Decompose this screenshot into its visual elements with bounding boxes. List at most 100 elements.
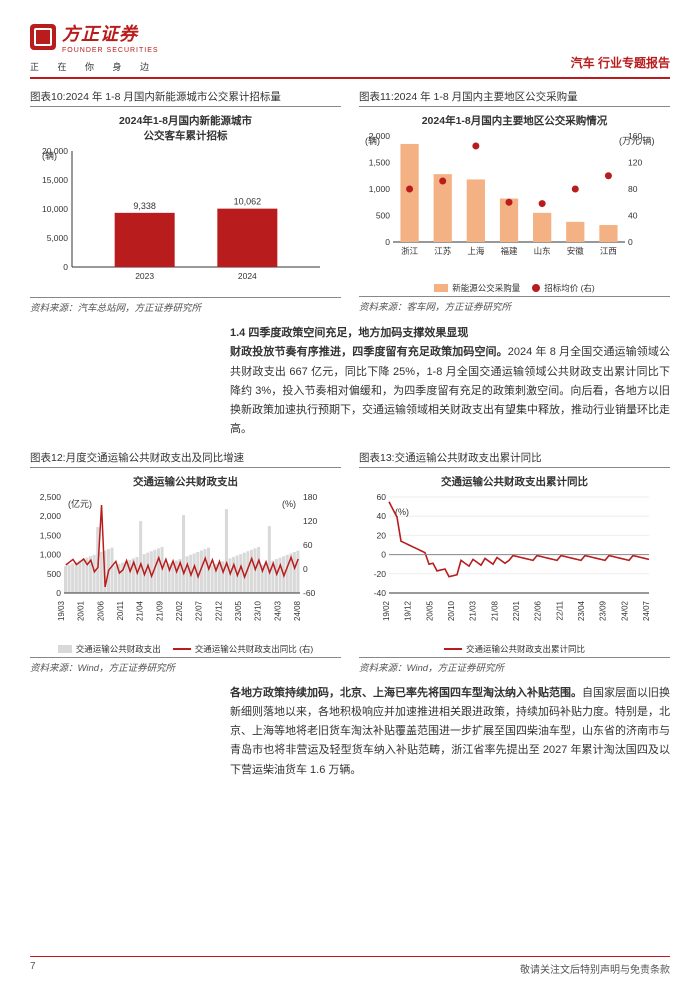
svg-text:23/05: 23/05 <box>234 600 243 621</box>
footer-disclaimer: 敬请关注文后特别声明与免责条款 <box>520 961 670 976</box>
page-header: 方正证券 FOUNDER SECURITIES 正 在 你 身 边 汽车 行业专… <box>30 20 670 73</box>
svg-text:(%): (%) <box>282 499 296 509</box>
chart-13-source: 资料来源：Wind，方正证券研究所 <box>359 657 670 674</box>
svg-text:24/08: 24/08 <box>293 600 302 621</box>
svg-text:19/12: 19/12 <box>404 600 413 621</box>
svg-text:21/08: 21/08 <box>490 600 499 621</box>
section-policy-body: 自国家层面以旧换新细则落地以来，各地积极响应并加速推进相关跟进政策，持续加码补贴… <box>230 687 670 776</box>
chart-11-legend: 新能源公交采购量 招标均价 (右) <box>359 282 670 294</box>
svg-text:0: 0 <box>385 237 390 247</box>
svg-text:9,338: 9,338 <box>133 201 156 211</box>
svg-text:180: 180 <box>303 492 317 502</box>
company-name-cn: 方正证券 <box>62 20 159 46</box>
svg-text:120: 120 <box>303 516 317 526</box>
svg-text:江苏: 江苏 <box>434 246 452 256</box>
company-tagline: 正 在 你 身 边 <box>30 60 159 73</box>
page-footer: 7 敬请关注文后特别声明与免责条款 <box>30 956 670 976</box>
svg-text:5,000: 5,000 <box>47 233 69 243</box>
report-type: 汽车 行业专题报告 <box>571 54 670 71</box>
svg-text:1,000: 1,000 <box>40 549 62 559</box>
svg-text:2,000: 2,000 <box>40 511 62 521</box>
chart-11: 图表11:2024 年 1-8 月国内主要地区公交采购量 2024年1-8月国内… <box>359 89 670 314</box>
chart-13-title: 图表13:交通运输公共财政支出累计同比 <box>359 450 670 468</box>
svg-text:21/09: 21/09 <box>155 600 164 621</box>
svg-text:19/02: 19/02 <box>382 600 391 621</box>
svg-text:-20: -20 <box>374 568 387 578</box>
svg-text:0: 0 <box>381 549 386 559</box>
legend-dot-label: 招标均价 (右) <box>544 282 595 294</box>
svg-text:20/01: 20/01 <box>77 600 86 621</box>
svg-text:1,500: 1,500 <box>40 530 62 540</box>
svg-text:(%): (%) <box>395 507 409 517</box>
svg-text:80: 80 <box>628 184 638 194</box>
chart-11-title: 图表11:2024 年 1-8 月国内主要地区公交采购量 <box>359 89 670 107</box>
chart-12-subtitle: 交通运输公共财政支出 <box>30 474 341 489</box>
svg-text:1,500: 1,500 <box>369 158 391 168</box>
svg-text:500: 500 <box>47 568 61 578</box>
legend-line-label: 交通运输公共财政支出累计同比 <box>466 643 585 655</box>
company-name-en: FOUNDER SECURITIES <box>62 47 159 54</box>
svg-text:0: 0 <box>63 262 68 272</box>
svg-text:120: 120 <box>628 158 642 168</box>
svg-text:15,000: 15,000 <box>42 175 68 185</box>
svg-text:-40: -40 <box>374 588 387 598</box>
svg-text:60: 60 <box>303 540 313 550</box>
svg-text:(辆): (辆) <box>365 135 380 146</box>
svg-text:10,062: 10,062 <box>234 197 262 207</box>
chart-10-title: 图表10:2024 年 1-8 月国内新能源城市公交累计招标量 <box>30 89 341 107</box>
chart-12: 图表12:月度交通运输公共财政支出及同比增速 交通运输公共财政支出 05001,… <box>30 450 341 674</box>
chart-11-subtitle: 2024年1-8月国内主要地区公交采购情况 <box>359 113 670 128</box>
svg-text:安徽: 安徽 <box>567 246 585 256</box>
svg-text:22/06: 22/06 <box>534 600 543 621</box>
chart-10-subtitle: 2024年1-8月国内新能源城市 公交客车累计招标 <box>30 113 341 143</box>
chart-13-subtitle: 交通运输公共财政支出累计同比 <box>359 474 670 489</box>
section-1-4-heading: 1.4 四季度政策空间充足，地方加码支撑效果显现 <box>230 327 468 339</box>
section-policy-bold: 各地方政策持续加码，北京、上海已率先将国四车型淘汰纳入补贴范围。 <box>230 687 582 699</box>
svg-text:山东: 山东 <box>534 246 551 256</box>
svg-text:浙江: 浙江 <box>401 246 419 256</box>
svg-text:20/05: 20/05 <box>425 600 434 621</box>
svg-text:0: 0 <box>303 564 308 574</box>
svg-text:40: 40 <box>628 211 638 221</box>
chart-12-source: 资料来源：Wind，方正证券研究所 <box>30 657 341 674</box>
svg-text:40: 40 <box>377 511 387 521</box>
svg-text:20: 20 <box>377 530 387 540</box>
chart-13-legend: 交通运输公共财政支出累计同比 <box>359 643 670 655</box>
svg-text:19/03: 19/03 <box>57 600 66 621</box>
legend-bar-label: 新能源公交采购量 <box>452 282 520 294</box>
svg-text:0: 0 <box>56 588 61 598</box>
chart-10-source: 资料来源：汽车总站网，方正证券研究所 <box>30 297 341 314</box>
svg-text:(万元/辆): (万元/辆) <box>619 135 655 146</box>
svg-text:(辆): (辆) <box>42 150 57 161</box>
logo-block: 方正证券 FOUNDER SECURITIES 正 在 你 身 边 <box>30 20 159 73</box>
svg-text:20/11: 20/11 <box>116 600 125 620</box>
svg-text:22/01: 22/01 <box>512 600 521 621</box>
svg-text:20/06: 20/06 <box>96 600 105 621</box>
section-1-4: 1.4 四季度政策空间充足，地方加码支撑效果显现 财政投放节奏有序推进，四季度留… <box>30 324 670 440</box>
svg-text:(亿元): (亿元) <box>68 498 92 509</box>
svg-text:22/02: 22/02 <box>175 600 184 621</box>
chart-11-source: 资料来源：客车网，方正证券研究所 <box>359 296 670 313</box>
svg-text:上海: 上海 <box>467 246 485 256</box>
svg-text:福建: 福建 <box>500 246 518 256</box>
chart-12-legend: 交通运输公共财政支出 交通运输公共财政支出同比 (右) <box>30 643 341 655</box>
section-1-4-bold: 财政投放节奏有序推进，四季度留有充足政策加码空间。 <box>230 346 508 358</box>
svg-text:2023: 2023 <box>135 271 154 281</box>
svg-text:23/04: 23/04 <box>577 600 586 621</box>
svg-text:1,000: 1,000 <box>369 184 391 194</box>
svg-text:2024: 2024 <box>238 271 257 281</box>
svg-text:24/03: 24/03 <box>273 600 282 621</box>
svg-text:24/07: 24/07 <box>642 600 651 621</box>
legend-line-label: 交通运输公共财政支出同比 (右) <box>195 643 314 655</box>
logo-icon <box>30 24 56 50</box>
svg-text:22/07: 22/07 <box>195 600 204 621</box>
section-1-4-body: 2024 年 8 月全国交通运输领域公共财政支出 667 亿元，同比下降 25%… <box>230 346 670 435</box>
svg-text:江西: 江西 <box>600 246 617 256</box>
legend-bar-label: 交通运输公共财政支出 <box>76 643 161 655</box>
svg-text:20/10: 20/10 <box>447 600 456 621</box>
svg-text:21/03: 21/03 <box>469 600 478 621</box>
svg-text:2,500: 2,500 <box>40 492 62 502</box>
svg-text:0: 0 <box>628 237 633 247</box>
svg-text:21/04: 21/04 <box>136 600 145 621</box>
svg-text:24/02: 24/02 <box>620 600 629 621</box>
